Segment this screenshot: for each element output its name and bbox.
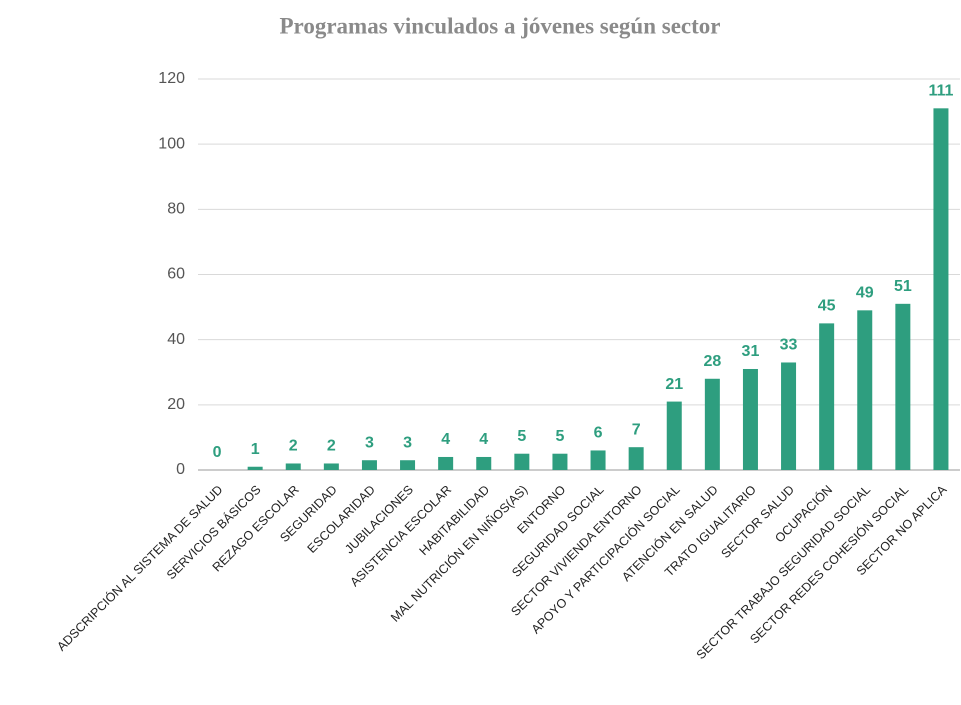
data-label: 2 [327, 438, 336, 455]
bar [742, 368, 758, 470]
bar [666, 401, 682, 470]
data-label: 31 [742, 343, 760, 360]
bar [895, 303, 911, 470]
data-label: 49 [856, 285, 874, 302]
bar [819, 323, 835, 470]
data-label: 3 [403, 434, 412, 451]
data-label: 6 [594, 425, 603, 442]
x-tick-label: HABITABILIDAD [417, 483, 493, 559]
x-tick-label: MAL NUTRICIÓN EN NIÑOS(AS) [387, 482, 530, 625]
x-tick-label: JUBILACIONES [342, 483, 416, 557]
data-label: 2 [289, 438, 298, 455]
x-tick-label: ADSCRIPCIÓN AL SISTEMA DE SALUD [54, 482, 226, 654]
data-label: 21 [665, 376, 683, 393]
bar [476, 456, 492, 470]
data-label: 7 [632, 421, 641, 438]
data-label: 1 [251, 441, 260, 458]
bar [704, 378, 720, 470]
data-label: 4 [441, 431, 450, 448]
data-label: 111 [928, 83, 953, 100]
bar [323, 463, 339, 470]
bar [590, 450, 606, 470]
data-label: 5 [555, 428, 564, 445]
bar [628, 447, 644, 470]
y-tick-label: 100 [158, 135, 185, 152]
bar [781, 362, 797, 470]
y-tick-label: 40 [167, 331, 185, 348]
bar [933, 108, 949, 470]
data-label: 3 [365, 434, 374, 451]
y-tick-label: 60 [167, 266, 185, 283]
bar [285, 463, 301, 470]
data-label: 5 [517, 428, 526, 445]
bar [400, 460, 416, 470]
y-tick-label: 0 [176, 461, 185, 478]
bar [857, 310, 873, 470]
bar [361, 460, 377, 470]
y-tick-label: 120 [158, 70, 185, 87]
bar [514, 453, 530, 470]
data-label: 28 [703, 353, 721, 370]
x-tick-label: SECTOR TRABAJO SEGURIDAD SOCIAL [694, 483, 874, 663]
data-label: 45 [818, 298, 836, 315]
bar [247, 466, 263, 470]
chart-title: Programas vinculados a jóvenes según sec… [279, 13, 720, 38]
bar [552, 453, 568, 470]
x-tick-label: ESCOLARIDAD [305, 483, 378, 556]
data-label: 0 [213, 444, 222, 461]
bar [438, 456, 454, 470]
data-label: 4 [479, 431, 488, 448]
y-tick-label: 20 [167, 396, 185, 413]
y-tick-label: 80 [167, 201, 185, 218]
data-label: 51 [894, 278, 912, 295]
data-label: 33 [780, 337, 798, 354]
